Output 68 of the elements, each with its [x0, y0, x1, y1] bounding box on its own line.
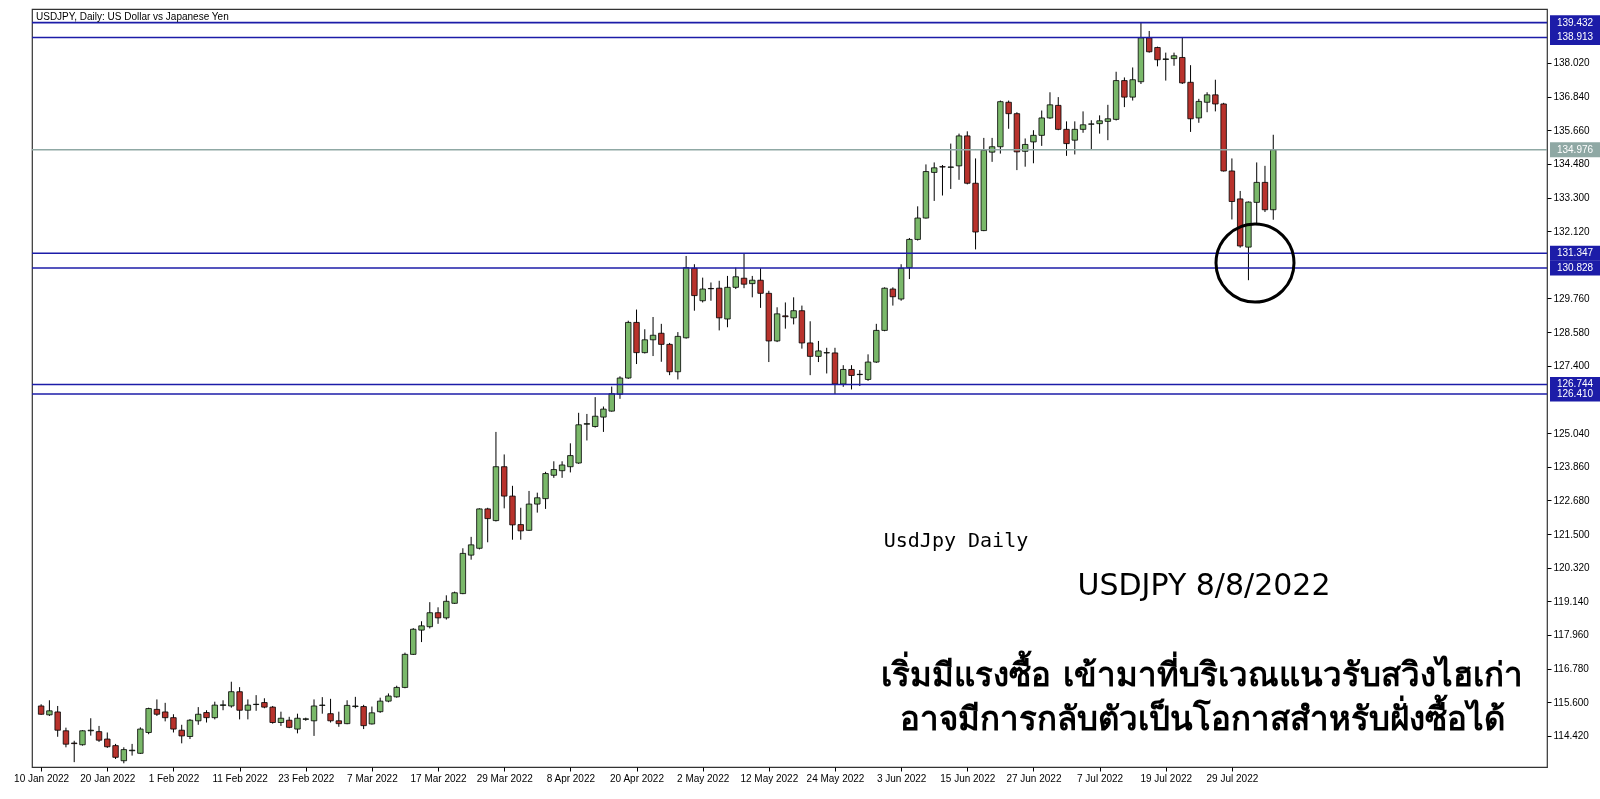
x-tick-label: 27 Jun 2022 [1006, 772, 1062, 784]
x-tick-label: 11 Feb 2022 [212, 772, 269, 784]
x-tick-label: 7 Mar 2022 [347, 772, 399, 784]
annotation: UsdJpy Daily [883, 528, 1029, 552]
candlestick [62, 727, 70, 748]
annotation: USDJPY 8/8/2022 [1077, 567, 1331, 602]
candlestick [558, 460, 566, 479]
y-tick-label: 138.020 [1553, 57, 1591, 69]
candlestick [178, 724, 185, 744]
x-tick-label: 20 Apr 2022 [610, 772, 665, 784]
y-tick-label: 123.860 [1553, 461, 1591, 473]
y-tick-label: 116.780 [1553, 663, 1590, 675]
y-tick-label: 115.600 [1553, 696, 1590, 708]
y-tick-label: 122.680 [1553, 494, 1591, 506]
ref-line-label: 130.828 [1556, 262, 1594, 273]
x-tick-label: 29 Jul 2022 [1206, 772, 1259, 784]
x-tick-label: 12 May 2022 [740, 772, 799, 784]
y-tick-label: 132.120 [1553, 225, 1591, 237]
x-tick-label: 23 Feb 2022 [278, 772, 335, 784]
x-tick-label: 10 Jan 2022 [14, 772, 70, 784]
x-tick-label: 1 Feb 2022 [148, 772, 200, 784]
y-tick-label: 136.840 [1553, 91, 1591, 103]
candlestick [219, 699, 227, 711]
x-tick-label: 15 Jun 2022 [940, 772, 996, 784]
y-tick-label: 120.320 [1553, 562, 1591, 574]
ref-line-label: 131.347 [1556, 247, 1594, 259]
ref-line-label: 139.432 [1556, 16, 1594, 28]
y-tick-label: 114.420 [1553, 730, 1590, 742]
y-tick-label: 125.040 [1553, 427, 1591, 439]
y-tick-label: 133.300 [1553, 192, 1591, 203]
y-tick-label: 121.500 [1553, 528, 1591, 540]
ref-line-label: 134.976 [1556, 143, 1594, 155]
candlestick [864, 353, 872, 382]
candlestick [1079, 110, 1087, 134]
x-tick-label: 2 May 2022 [677, 772, 730, 784]
ref-line-label: 126.410 [1556, 387, 1594, 399]
x-tick-label: 29 Mar 2022 [476, 772, 534, 784]
x-tick-label: 24 May 2022 [806, 772, 865, 784]
candlestick [707, 281, 715, 302]
x-tick-label: 8 Apr 2022 [546, 772, 596, 784]
ref-line-label: 138.913 [1556, 31, 1594, 43]
y-tick-label: 135.660 [1553, 124, 1591, 136]
y-tick-label: 128.580 [1553, 326, 1591, 338]
candlestick [277, 711, 285, 727]
x-tick-label: 7 Jul 2022 [1077, 772, 1124, 784]
candlestick [310, 698, 318, 737]
chart-title: USDJPY, Daily: US Dollar vs Japanese Yen [36, 11, 229, 22]
y-tick-label: 134.480 [1553, 158, 1591, 170]
candlestick [1046, 91, 1054, 120]
candlestick [434, 606, 442, 625]
y-tick-label: 129.760 [1553, 292, 1591, 304]
x-tick-label: 19 Jul 2022 [1140, 772, 1193, 784]
x-tick-label: 3 Jun 2022 [876, 772, 927, 784]
candlestick [1203, 91, 1211, 113]
candlestick [649, 316, 657, 357]
y-tick-label: 119.140 [1553, 595, 1590, 607]
candlestick [153, 698, 161, 717]
candlestick [186, 718, 194, 740]
y-tick-label: 117.960 [1553, 629, 1590, 641]
annotation: เริ่มมีแรงซื้อ เข้ามาที่บริเวณแนวรับสวิงไฮเก่า [881, 650, 1523, 694]
candlestick [1170, 52, 1178, 67]
annotation: อาจมีการกลับตัวเป็นโอกาสสำหรับฝั่งซื้อได้ [899, 694, 1505, 738]
y-tick-label: 127.400 [1553, 360, 1591, 372]
x-tick-label: 20 Jan 2022 [80, 772, 136, 784]
ref-line-label: 126.744 [1556, 378, 1594, 390]
candlestick [740, 252, 748, 289]
x-tick-label: 17 Mar 2022 [410, 772, 468, 784]
candlestick [583, 413, 591, 441]
